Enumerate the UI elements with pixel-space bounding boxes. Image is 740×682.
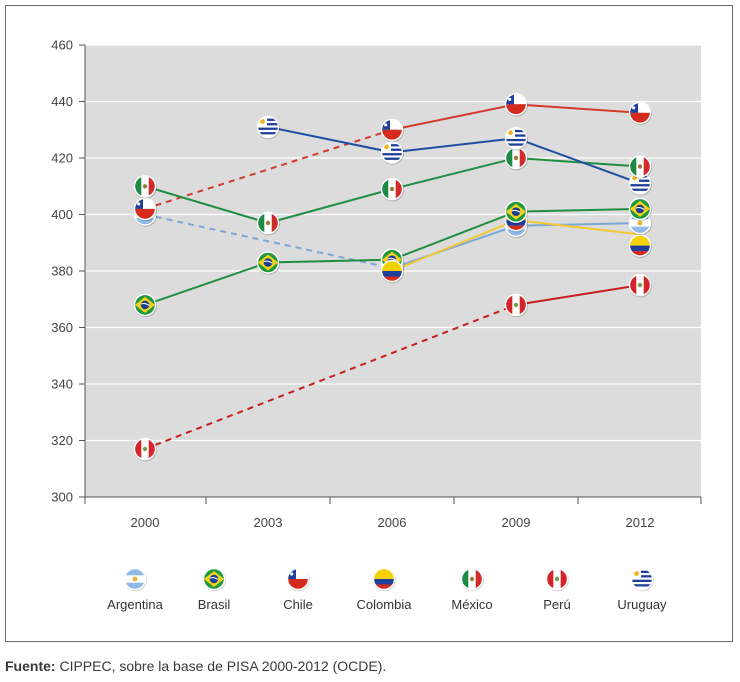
flag-markers [133, 93, 652, 462]
series-line-uruguay [515, 137, 641, 185]
brasil-flag-marker [133, 293, 157, 318]
series-line-méxico [391, 157, 517, 191]
source-note: Fuente: CIPPEC, sobre la base de PISA 20… [5, 658, 386, 674]
mexico-flag-icon [460, 567, 484, 592]
series-lines [144, 103, 641, 450]
series-line-méxico [144, 185, 269, 224]
brasil-flag-marker [256, 251, 280, 275]
uruguay-flag-marker [504, 126, 528, 151]
series-line-méxico [515, 157, 641, 168]
series-line-argentina [144, 213, 393, 270]
y-tick-label: 360 [51, 320, 73, 335]
uruguay-flag-icon [630, 567, 654, 592]
source-label: Fuente: [5, 658, 56, 674]
legend-label: Uruguay [617, 597, 667, 612]
brasil-flag-icon [202, 567, 226, 592]
legend: Argentina Brasil Chile Colombia México Perú Ur… [107, 567, 667, 612]
figure-frame: 300 320 340 360 380 400 420 440 460 2000 2003 2006 2… [5, 5, 733, 642]
uruguay-flag-marker [380, 141, 404, 165]
chile-flag-marker [133, 197, 157, 222]
mexico-flag-marker [256, 211, 280, 236]
y-tick-label: 420 [51, 151, 73, 166]
series-line-brasil [515, 207, 641, 213]
series-line-brasil [144, 261, 269, 306]
series-line-perú [515, 284, 641, 306]
mexico-flag-marker [504, 146, 528, 171]
uruguay-flag-marker [256, 115, 280, 140]
legend-label: Perú [543, 597, 570, 612]
legend-label: México [451, 597, 492, 612]
argentina-flag-icon [123, 567, 147, 592]
pisa-line-chart: 300 320 340 360 380 400 420 440 460 2000 2003 2006 2… [51, 38, 702, 612]
brasil-flag-marker [504, 200, 528, 225]
y-tick-label: 440 [51, 94, 73, 109]
series-line-perú [144, 303, 517, 450]
legend-label: Argentina [107, 597, 163, 612]
colombia-flag-marker [628, 234, 652, 258]
y-tick-label: 300 [51, 490, 73, 505]
y-tick-label: 320 [51, 433, 73, 448]
x-tick-label: 2000 [131, 515, 160, 530]
series-line-chile [391, 103, 517, 131]
mexico-flag-marker [628, 155, 652, 179]
series-line-uruguay [391, 137, 517, 154]
legend-label: Chile [283, 597, 313, 612]
series-line-brasil [391, 210, 517, 261]
legend-label: Brasil [198, 597, 231, 612]
series-line-colombia [515, 219, 641, 236]
axes: 300 320 340 360 380 400 420 440 460 2000 2003 2006 2… [51, 38, 702, 530]
brasil-flag-marker [628, 197, 652, 222]
colombia-flag-marker [380, 259, 404, 284]
x-tick-label: 2009 [502, 515, 531, 530]
chile-flag-marker [628, 101, 652, 126]
x-tick-label: 2006 [378, 515, 407, 530]
colombia-flag-icon [372, 567, 396, 592]
peru-flag-marker [504, 293, 528, 318]
y-tick-label: 460 [51, 38, 73, 53]
series-line-argentina [391, 224, 517, 270]
series-line-colombia [391, 219, 517, 272]
y-tick-label: 380 [51, 264, 73, 279]
series-line-chile [515, 103, 641, 114]
mexico-flag-marker [133, 175, 157, 199]
x-tick-label: 2003 [254, 515, 283, 530]
source-text: CIPPEC, sobre la base de PISA 2000-2012 … [55, 658, 387, 674]
mexico-flag-marker [380, 177, 404, 202]
peru-flag-marker [628, 273, 652, 298]
legend-label: Colombia [357, 597, 413, 612]
series-line-brasil [267, 258, 393, 264]
y-tick-label: 400 [51, 207, 73, 222]
chile-flag-icon [286, 567, 310, 592]
peru-flag-marker [133, 437, 157, 462]
series-line-argentina [515, 221, 641, 227]
series-line-méxico [267, 188, 393, 224]
chile-flag-marker [380, 118, 404, 143]
x-tick-label: 2012 [626, 515, 655, 530]
y-tick-label: 340 [51, 377, 73, 392]
chile-flag-marker [504, 93, 528, 117]
series-line-uruguay [267, 125, 393, 154]
peru-flag-icon [545, 567, 569, 592]
